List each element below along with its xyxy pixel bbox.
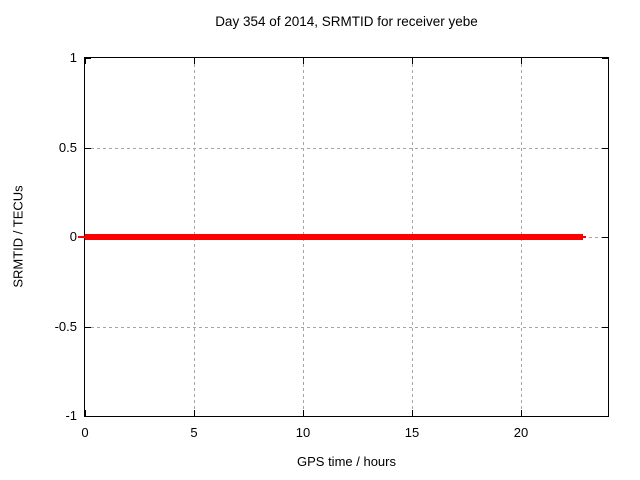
x-tick-label: 15 [404, 425, 420, 440]
x-tick-label: 5 [190, 425, 198, 440]
x-tick-mark [521, 58, 522, 64]
x-tick-label: 10 [295, 425, 311, 440]
x-tick-mark [303, 410, 304, 416]
series-line-cap [78, 236, 85, 238]
x-tick-label: 20 [513, 425, 529, 440]
y-tick-mark [85, 416, 91, 417]
chart-title: Day 354 of 2014, SRMTID for receiver yeb… [215, 14, 478, 29]
y-axis-label: SRMTID / TECUs [10, 185, 26, 288]
y-tick-label: 0.5 [58, 140, 77, 155]
x-tick-mark [194, 410, 195, 416]
y-tick-mark [602, 58, 608, 59]
series-line [85, 234, 583, 240]
x-tick-mark [85, 58, 86, 64]
y-tick-label: -0.5 [54, 319, 77, 334]
x-tick-label: 0 [81, 425, 89, 440]
y-gridline [85, 327, 608, 328]
x-tick-mark [412, 410, 413, 416]
y-tick-mark [85, 327, 91, 328]
y-tick-mark [602, 148, 608, 149]
x-tick-mark [303, 58, 304, 64]
y-tick-label: -1 [65, 408, 77, 423]
y-tick-mark [602, 237, 608, 238]
plot-area [78, 57, 609, 417]
y-tick-mark [602, 327, 608, 328]
y-tick-label: 1 [69, 50, 77, 65]
x-tick-mark [521, 410, 522, 416]
y-tick-mark [602, 416, 608, 417]
y-tick-label: 0 [69, 229, 77, 244]
y-gridline [85, 148, 608, 149]
y-tick-mark [85, 148, 91, 149]
y-tick-mark [85, 58, 91, 59]
x-axis-label: GPS time / hours [297, 454, 396, 469]
x-tick-mark [194, 58, 195, 64]
x-tick-mark [412, 58, 413, 64]
series-line-cap [583, 236, 586, 238]
x-tick-mark [85, 410, 86, 416]
